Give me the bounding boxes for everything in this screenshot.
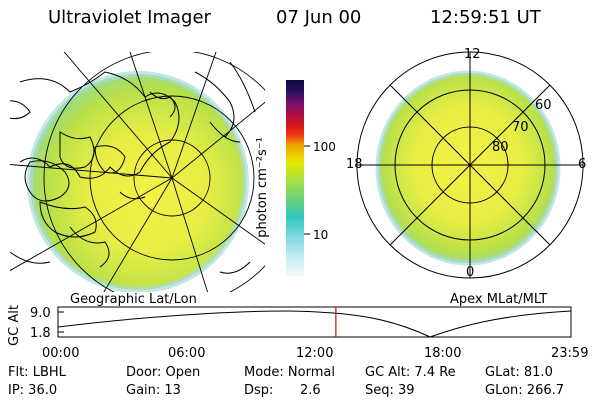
observation-date: 07 Jun 00 xyxy=(276,7,362,28)
mlt-label-right: 6 xyxy=(578,157,587,172)
time-label-3: 18:00 xyxy=(424,346,462,361)
mlt-label-bottom: 0 xyxy=(466,265,475,280)
coastlines xyxy=(10,61,256,274)
mlat-mlt-grid xyxy=(356,51,584,279)
time-label-1: 06:00 xyxy=(168,346,206,361)
aurora-image-apex xyxy=(378,73,558,263)
time-label-4: 23:59 xyxy=(551,346,589,361)
mlat-label-80: 80 xyxy=(492,140,509,155)
apex-polar-plot xyxy=(356,51,584,279)
status-mode: Mode: Normal xyxy=(244,365,335,380)
colorbar-strip xyxy=(286,80,304,276)
geographic-image xyxy=(10,52,265,292)
status-door: Door: Open xyxy=(126,365,201,380)
colorbar-ticks xyxy=(304,145,310,235)
altitude-axis-label: GC Alt xyxy=(6,305,22,346)
observation-time: 12:59:51 UT xyxy=(430,7,541,28)
status-glat: GLat: 81.0 xyxy=(485,365,553,380)
time-label-0: 00:00 xyxy=(42,346,80,361)
status-ip: IP: 36.0 xyxy=(8,383,58,398)
time-label-2: 12:00 xyxy=(296,346,334,361)
mlt-label-left: 18 xyxy=(346,157,363,172)
status-filter: Flt: LBHL xyxy=(8,365,66,380)
altitude-ytick-high: 9.0 xyxy=(30,306,51,321)
colorbar-tick-100: 100 xyxy=(313,140,336,154)
instrument-title: Ultraviolet Imager xyxy=(48,7,211,28)
mlat-label-60: 60 xyxy=(535,98,552,113)
geographic-caption: Geographic Lat/Lon xyxy=(70,292,197,307)
altitude-curve xyxy=(57,310,572,338)
mlat-label-70: 70 xyxy=(512,120,529,135)
status-gain: Gain: 13 xyxy=(126,383,181,398)
status-dsp-value: 2.6 xyxy=(300,383,321,398)
altitude-plot xyxy=(57,306,572,338)
mlt-label-top: 12 xyxy=(464,47,481,62)
altitude-ytick-low: 1.8 xyxy=(30,326,51,341)
status-seq: Seq: 39 xyxy=(365,383,415,398)
status-dsp-label: Dsp: xyxy=(244,383,274,398)
apex-caption: Apex MLat/MLT xyxy=(450,292,548,307)
colorbar-unit-label: photon cm⁻²s⁻¹ xyxy=(254,137,270,238)
status-gc-alt: GC Alt: 7.4 Re xyxy=(365,365,456,380)
status-glon: GLon: 266.7 xyxy=(485,383,565,398)
colorbar-tick-10: 10 xyxy=(313,228,329,242)
